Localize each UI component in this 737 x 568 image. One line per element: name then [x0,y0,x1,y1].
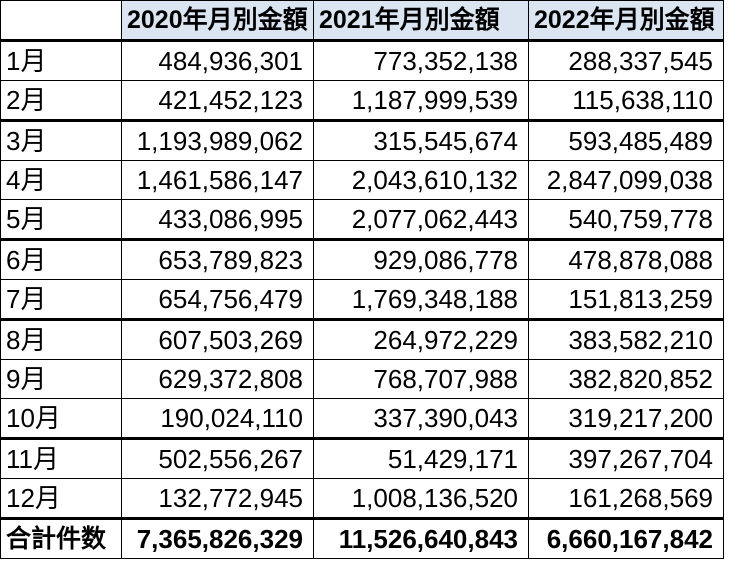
month-label: 4月 [0,160,122,200]
amount-cell: 1,461,586,147 [121,160,314,200]
table-row: 3月 1,193,989,062 315,545,674 593,485,489 [0,120,724,161]
month-label: 6月 [0,239,122,280]
amount-cell: 2,043,610,132 [313,160,529,200]
amount-cell: 540,759,778 [528,199,724,241]
corner-cell [0,0,122,42]
table-row: 1月 484,936,301 773,352,138 288,337,545 [0,40,724,81]
month-label: 3月 [0,120,122,161]
amount-cell: 773,352,138 [313,40,529,81]
amount-cell: 2,847,099,038 [528,160,724,200]
amount-cell: 1,187,999,539 [313,80,529,122]
amount-cell: 161,268,569 [528,478,724,520]
monthly-amount-table: 2020年月別金額 2021年月別金額 2022年月別金額 1月 484,936,… [0,0,724,559]
amount-cell: 421,452,123 [121,80,314,122]
amount-cell: 1,769,348,188 [313,279,529,321]
table-row: 11月 502,556,267 51,429,171 397,267,704 [0,438,724,479]
table-row: 5月 433,086,995 2,077,062,443 540,759,778 [0,199,724,241]
amount-cell: 190,024,110 [121,398,314,440]
amount-cell: 433,086,995 [121,199,314,241]
amount-cell: 629,372,808 [121,359,314,399]
amount-cell: 653,789,823 [121,239,314,280]
table-row: 7月 654,756,479 1,769,348,188 151,813,259 [0,279,724,321]
month-label: 8月 [0,319,122,360]
amount-cell: 484,936,301 [121,40,314,81]
table-row: 12月 132,772,945 1,008,136,520 161,268,569 [0,478,724,520]
total-value-2021: 11,526,640,843 [313,517,529,559]
table-row: 10月 190,024,110 337,390,043 319,217,200 [0,398,724,440]
amount-cell: 315,545,674 [313,120,529,161]
amount-cell: 478,878,088 [528,239,724,280]
amount-cell: 1,008,136,520 [313,478,529,520]
month-label: 10月 [0,398,122,440]
amount-cell: 593,485,489 [528,120,724,161]
table-row: 4月 1,461,586,147 2,043,610,132 2,847,099,03… [0,160,724,200]
amount-cell: 397,267,704 [528,438,724,479]
amount-cell: 319,217,200 [528,398,724,440]
table-row: 2月 421,452,123 1,187,999,539 115,638,110 [0,80,724,122]
table-row: 9月 629,372,808 768,707,988 382,820,852 [0,359,724,399]
total-row: 合計件数 7,365,826,329 11,526,640,843 6,660,… [0,517,724,559]
amount-cell: 264,972,229 [313,319,529,360]
total-row-label: 合計件数 [0,517,122,559]
amount-cell: 132,772,945 [121,478,314,520]
amount-cell: 337,390,043 [313,398,529,440]
amount-cell: 288,337,545 [528,40,724,81]
amount-cell: 2,077,062,443 [313,199,529,241]
amount-cell: 151,813,259 [528,279,724,321]
amount-cell: 382,820,852 [528,359,724,399]
amount-cell: 607,503,269 [121,319,314,360]
total-value-2020: 7,365,826,329 [121,517,314,559]
column-header-2020: 2020年月別金額 [121,0,314,42]
month-label: 9月 [0,359,122,399]
header-row: 2020年月別金額 2021年月別金額 2022年月別金額 [0,0,724,42]
amount-cell: 502,556,267 [121,438,314,479]
amount-cell: 929,086,778 [313,239,529,280]
table-row: 8月 607,503,269 264,972,229 383,582,210 [0,319,724,360]
amount-cell: 654,756,479 [121,279,314,321]
column-header-2021: 2021年月別金額 [313,0,529,42]
amount-cell: 768,707,988 [313,359,529,399]
amount-cell: 383,582,210 [528,319,724,360]
total-value-2022: 6,660,167,842 [528,517,724,559]
month-label: 12月 [0,478,122,520]
month-label: 5月 [0,199,122,241]
month-label: 2月 [0,80,122,122]
amount-cell: 51,429,171 [313,438,529,479]
month-label: 7月 [0,279,122,321]
column-header-2022: 2022年月別金額 [528,0,724,42]
month-label: 11月 [0,438,122,479]
month-label: 1月 [0,40,122,81]
table-row: 6月 653,789,823 929,086,778 478,878,088 [0,239,724,280]
amount-cell: 115,638,110 [528,80,724,122]
amount-cell: 1,193,989,062 [121,120,314,161]
